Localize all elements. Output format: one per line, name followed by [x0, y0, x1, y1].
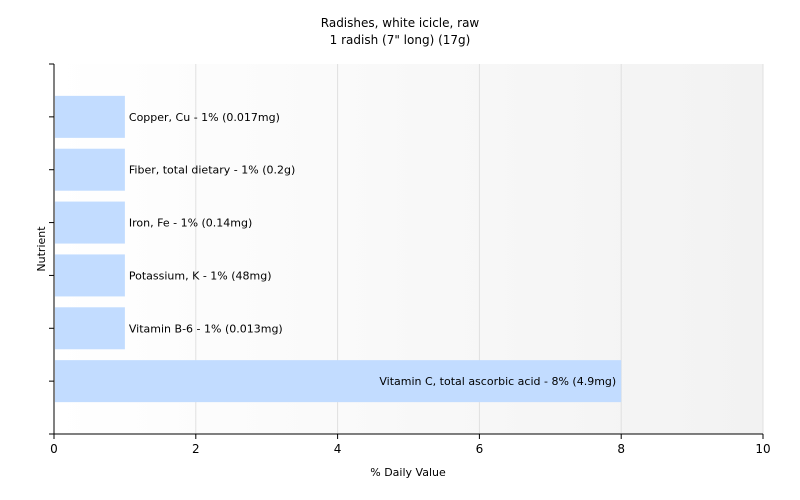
x-tick-label: 10 — [755, 442, 770, 456]
y-axis-label: Nutrient — [35, 226, 48, 272]
x-tick-label: 2 — [192, 442, 200, 456]
bar — [55, 254, 125, 297]
x-tick-label: 0 — [50, 442, 58, 456]
chart-subtitle: 1 radish (7" long) (17g) — [330, 33, 471, 47]
x-tick-label: 8 — [617, 442, 625, 456]
bar — [55, 307, 125, 350]
bar-label: Fiber, total dietary - 1% (0.2g) — [129, 164, 295, 177]
x-tick-label: 6 — [476, 442, 484, 456]
bar-label: Vitamin B-6 - 1% (0.013mg) — [129, 322, 283, 335]
bars: Copper, Cu - 1% (0.017mg) Fiber, total di… — [55, 95, 622, 403]
x-axis-ticks: 0 2 4 6 8 10 — [50, 434, 771, 456]
bar — [55, 360, 622, 403]
bar-label: Vitamin C, total ascorbic acid - 8% (4.9… — [379, 375, 616, 388]
bar — [55, 201, 125, 244]
bar — [55, 95, 125, 138]
bar-label: Potassium, K - 1% (48mg) — [129, 269, 272, 282]
bar — [55, 148, 125, 191]
x-axis-label: % Daily Value — [370, 466, 446, 479]
x-tick-label: 4 — [334, 442, 342, 456]
chart-title: Radishes, white icicle, raw — [321, 16, 480, 30]
bar-label: Copper, Cu - 1% (0.017mg) — [129, 111, 280, 124]
bar-label: Iron, Fe - 1% (0.14mg) — [129, 217, 252, 230]
y-axis-ticks — [49, 63, 54, 435]
